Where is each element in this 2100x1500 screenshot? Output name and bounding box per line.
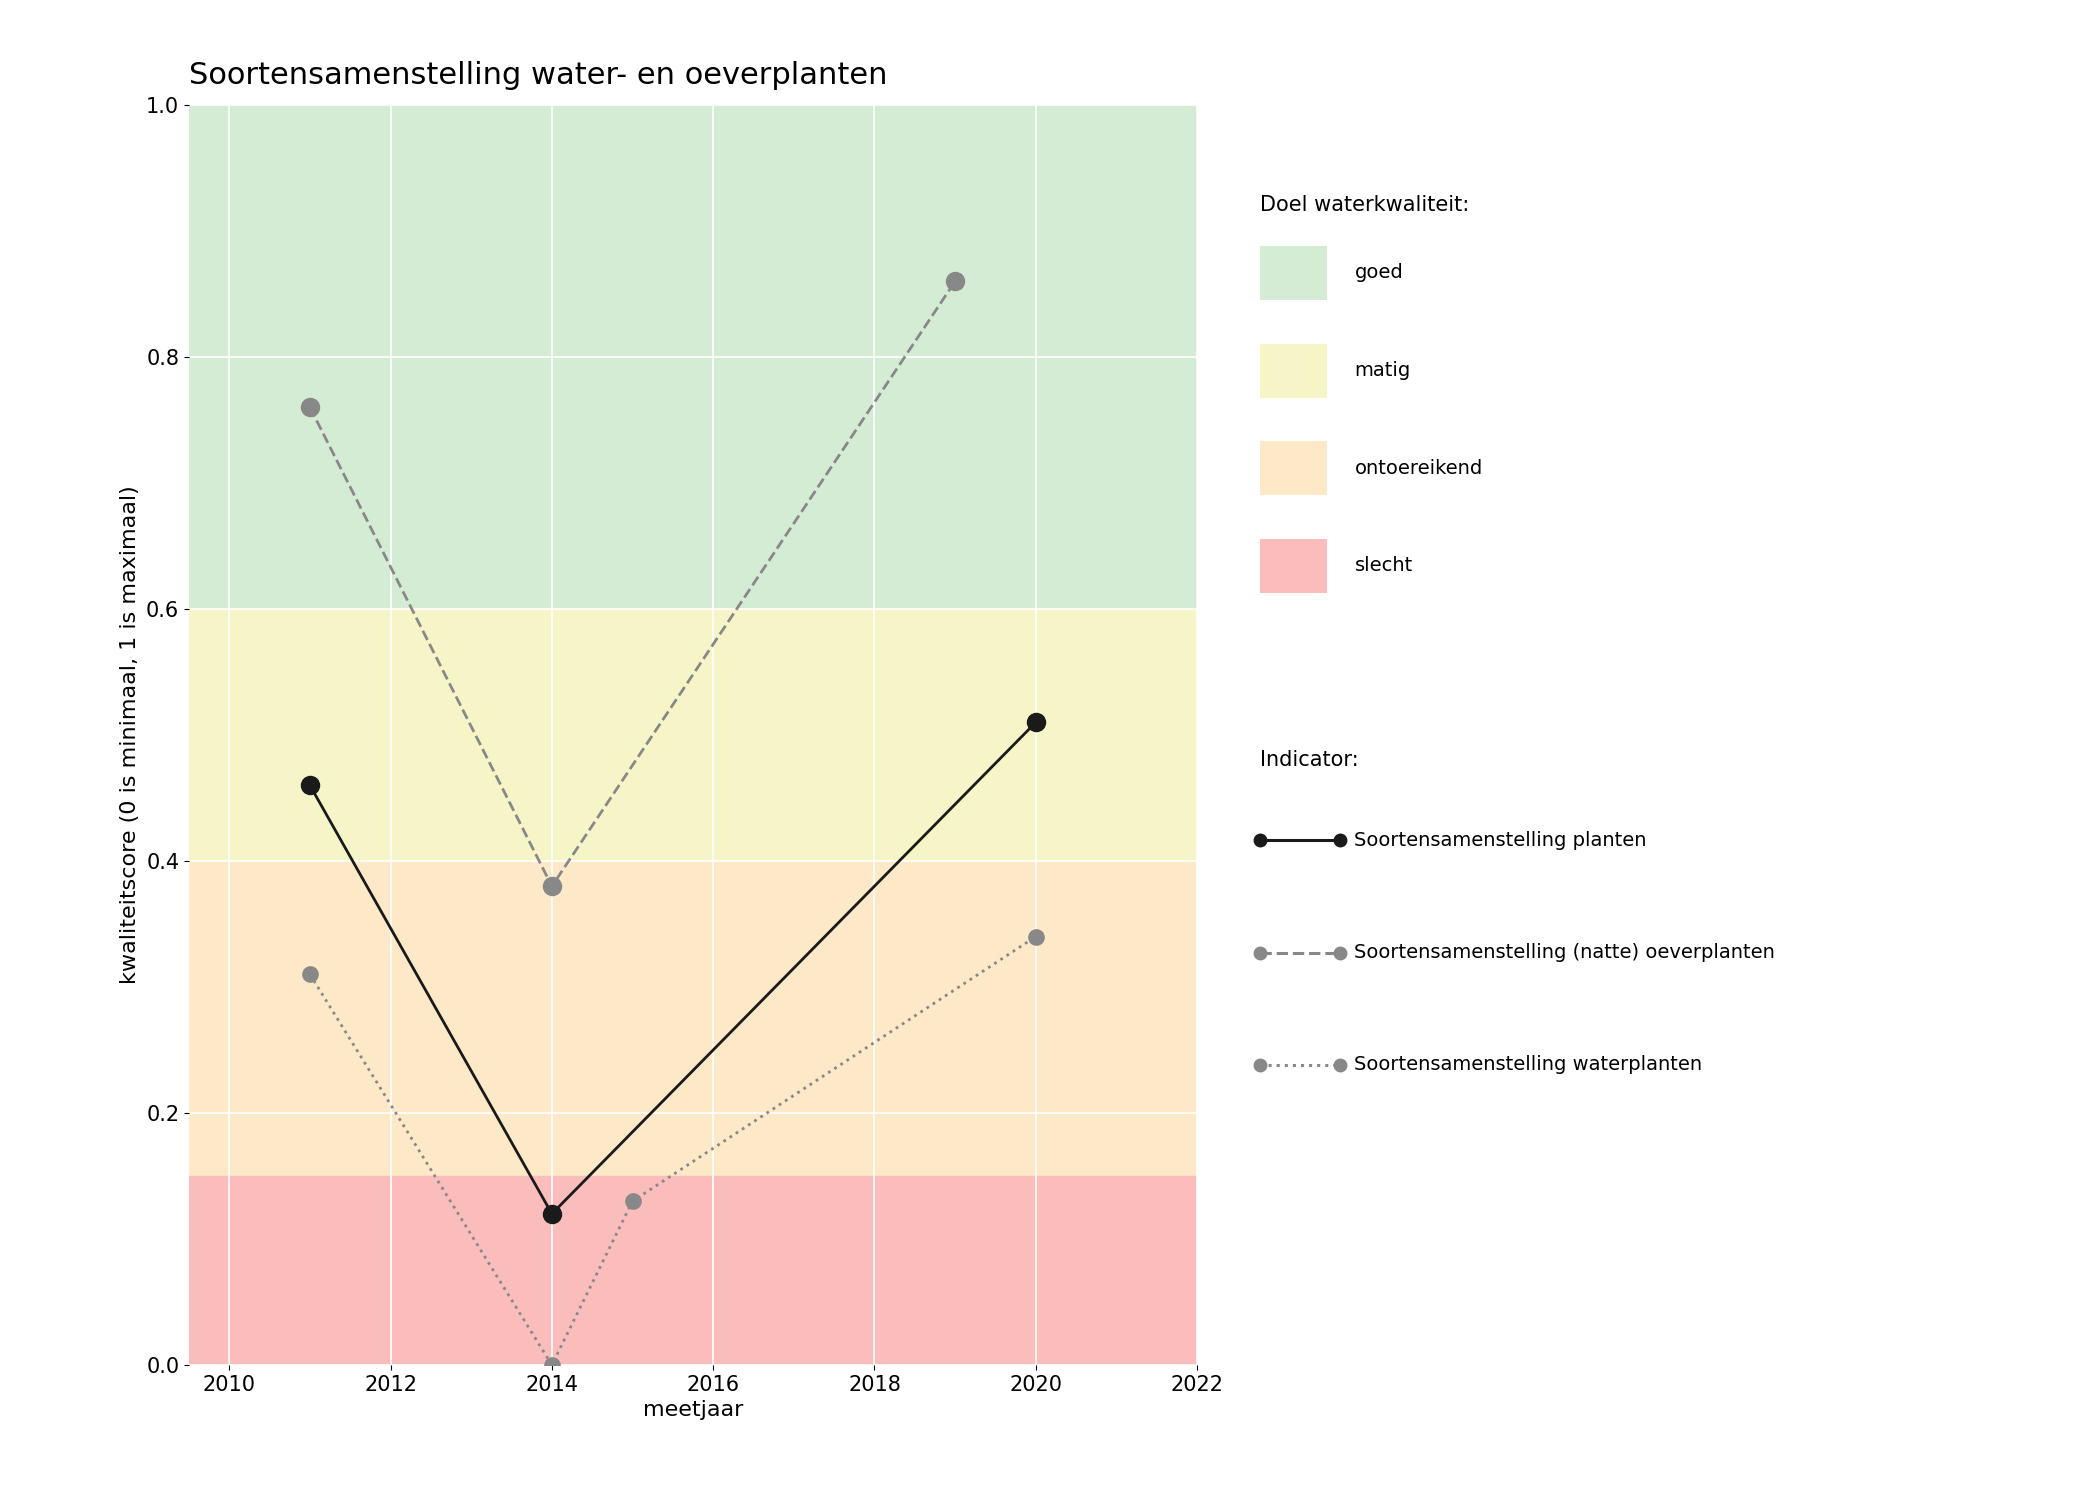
Bar bbox=[189, 1176, 1197, 1365]
Text: ontoereikend: ontoereikend bbox=[1354, 459, 1483, 477]
Text: slecht: slecht bbox=[1354, 556, 1413, 574]
Text: Soortensamenstelling water- en oeverplanten: Soortensamenstelling water- en oeverplan… bbox=[189, 62, 888, 90]
Bar bbox=[189, 105, 1197, 609]
Text: matig: matig bbox=[1354, 362, 1411, 380]
Text: Soortensamenstelling planten: Soortensamenstelling planten bbox=[1354, 831, 1646, 849]
Text: Indicator:: Indicator: bbox=[1260, 750, 1359, 770]
Bar bbox=[189, 861, 1197, 1176]
Text: Soortensamenstelling (natte) oeverplanten: Soortensamenstelling (natte) oeverplante… bbox=[1354, 944, 1774, 962]
Text: Soortensamenstelling waterplanten: Soortensamenstelling waterplanten bbox=[1354, 1056, 1703, 1074]
Bar bbox=[189, 609, 1197, 861]
X-axis label: meetjaar: meetjaar bbox=[643, 1401, 743, 1420]
Y-axis label: kwaliteitscore (0 is minimaal, 1 is maximaal): kwaliteitscore (0 is minimaal, 1 is maxi… bbox=[120, 486, 141, 984]
Text: Doel waterkwaliteit:: Doel waterkwaliteit: bbox=[1260, 195, 1470, 214]
Text: goed: goed bbox=[1354, 264, 1403, 282]
